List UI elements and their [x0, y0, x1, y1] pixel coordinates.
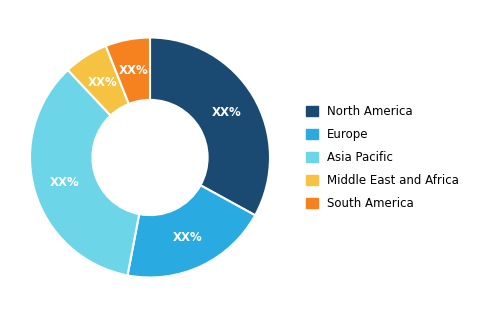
- Text: XX%: XX%: [50, 176, 80, 189]
- Wedge shape: [68, 46, 129, 116]
- Text: XX%: XX%: [118, 64, 148, 77]
- Legend: North America, Europe, Asia Pacific, Middle East and Africa, South America: North America, Europe, Asia Pacific, Mid…: [306, 105, 459, 210]
- Wedge shape: [106, 37, 150, 104]
- Wedge shape: [150, 37, 270, 215]
- Wedge shape: [128, 185, 255, 278]
- Wedge shape: [30, 70, 139, 275]
- Text: XX%: XX%: [173, 231, 203, 244]
- Text: XX%: XX%: [88, 76, 118, 89]
- Text: XX%: XX%: [212, 106, 242, 119]
